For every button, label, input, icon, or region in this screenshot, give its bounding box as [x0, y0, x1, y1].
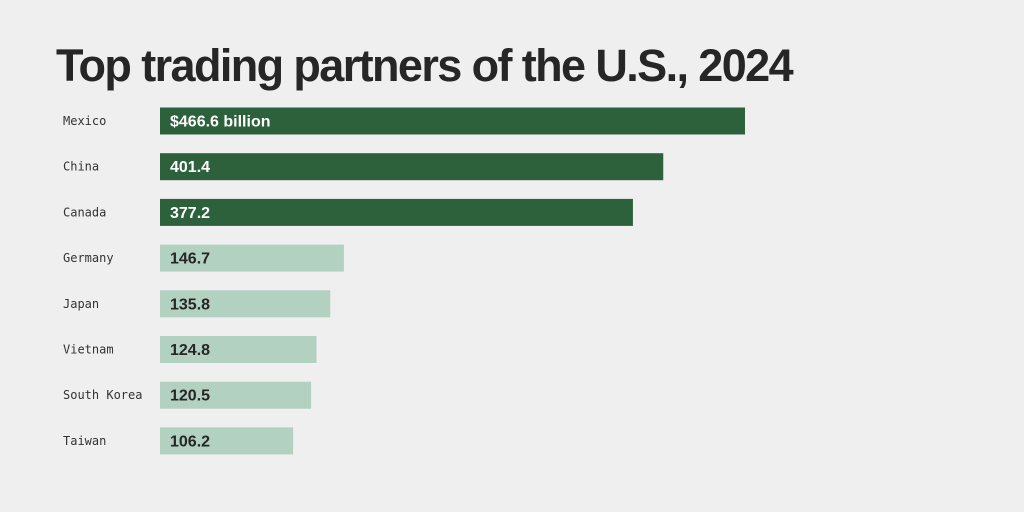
- value-label-germany: 146.7: [170, 251, 210, 268]
- bar-taiwan: [160, 427, 294, 455]
- category-label-mexico: Mexico: [63, 114, 106, 128]
- category-label-taiwan: Taiwan: [63, 434, 106, 448]
- value-label-japan: 135.8: [170, 296, 210, 313]
- value-label-canada: 377.2: [170, 205, 210, 222]
- value-label-taiwan: 106.2: [170, 433, 210, 450]
- value-label-china: 401.4: [170, 159, 210, 176]
- category-label-south-korea: South Korea: [63, 388, 142, 402]
- chart-title: Top trading partners of the U.S., 2024: [56, 40, 794, 91]
- category-label-germany: Germany: [63, 251, 114, 265]
- bar-china: [160, 153, 664, 181]
- bars-group: Mexico $466.6 billion China 401.4 Canada 377.…: [63, 107, 745, 455]
- category-label-japan: Japan: [63, 297, 99, 311]
- bar-vietnam: [160, 336, 317, 363]
- category-label-vietnam: Vietnam: [63, 343, 114, 357]
- value-label-south-korea: 120.5: [170, 388, 210, 405]
- value-label-vietnam: 124.8: [170, 342, 210, 359]
- bar-canada: [160, 198, 633, 226]
- bar-mexico: [160, 107, 745, 135]
- category-label-canada: Canada: [63, 205, 106, 219]
- bar-south-korea: [160, 381, 312, 409]
- category-label-china: China: [63, 160, 99, 174]
- bar-germany: [160, 244, 344, 272]
- value-label-mexico: $466.6 billion: [170, 114, 270, 131]
- bar-japan: [160, 290, 331, 318]
